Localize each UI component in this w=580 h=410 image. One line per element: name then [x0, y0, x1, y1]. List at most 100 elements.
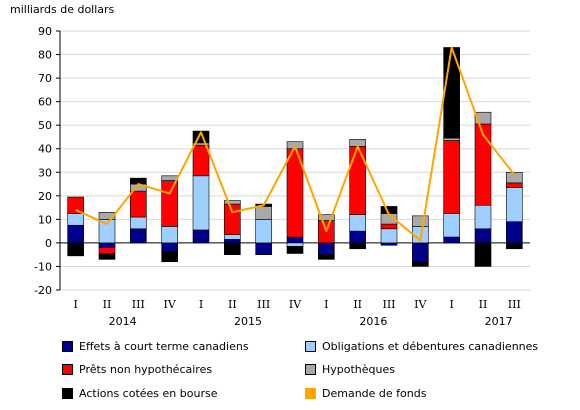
x-tick-label: IV [289, 298, 302, 311]
legend: Effets à court terme canadiens Obligation… [0, 330, 580, 410]
legend-label: Effets à court terme canadiens [79, 340, 249, 353]
bar-segment [224, 234, 241, 240]
bar-segment [349, 214, 366, 232]
bar-segment [506, 182, 523, 188]
bar-segment [318, 254, 335, 260]
bar-segment [67, 196, 84, 214]
x-tick-label: I [449, 298, 453, 311]
bar-segment [67, 213, 84, 226]
legend-item: Actions cotées en bourse [62, 387, 217, 401]
legend-swatch [62, 388, 73, 399]
chart-area: milliards de dollars 90 80 70 60 50 40 30 20 10 0… [10, 3, 530, 328]
legend-swatch [305, 364, 316, 375]
legend-swatch [305, 388, 316, 399]
x-year-label: 2017 [485, 315, 513, 328]
bar-segment [161, 242, 178, 252]
legend-label: Demande de fonds [322, 387, 427, 400]
y-tick-label: 70 [38, 72, 52, 85]
y-tick-label: -20 [34, 284, 52, 297]
bar-segment [192, 144, 210, 177]
bar-segment [67, 224, 84, 244]
bar-segment [349, 242, 366, 250]
bar-segment [130, 228, 147, 244]
bar-segment [443, 140, 460, 214]
legend-item: Demande de fonds [305, 387, 426, 401]
bar-segment [380, 242, 398, 246]
x-tick-label: I [199, 298, 203, 311]
legend-item: Effets à court terme canadiens [62, 340, 249, 354]
bar-segment [192, 130, 210, 144]
y-axis-ticks: 90 80 70 60 50 40 30 20 10 0 -10 -20 [34, 25, 60, 297]
y-tick-label: 60 [38, 96, 52, 109]
bar-segment [98, 242, 116, 248]
x-tick-label: III [257, 298, 270, 311]
y-tick-label: -10 [34, 260, 52, 273]
bar-segment [380, 223, 398, 230]
bar-segment [224, 200, 241, 205]
bar-segment [474, 242, 492, 267]
bar-segment [161, 175, 178, 181]
bar-segment [98, 212, 116, 220]
legend-label: Actions cotées en bourse [79, 387, 218, 400]
bar-segment [412, 261, 429, 267]
x-tick-label: II [103, 298, 112, 311]
bar-segment [443, 137, 460, 141]
bar-segment [506, 187, 523, 223]
bar-segment [130, 190, 147, 218]
legend-item: Prêts non hypothécaires [62, 363, 212, 377]
legend-label: Hypothèques [322, 363, 395, 376]
bar-segment [349, 139, 366, 147]
bar-segment [286, 246, 304, 254]
bar-segment [224, 242, 241, 255]
x-tick-label: I [73, 298, 77, 311]
x-year-label: 2015 [234, 315, 262, 328]
bar-segment [286, 236, 304, 244]
y-tick-label: 20 [38, 190, 52, 203]
bar-segment [161, 250, 178, 263]
bar-segment [286, 242, 304, 247]
legend-swatch [62, 364, 73, 375]
bar-segment [349, 230, 366, 244]
demand-line [75, 46, 516, 242]
y-tick-label: 30 [38, 166, 52, 179]
legend-swatch [305, 341, 316, 352]
x-tick-label: III [508, 298, 521, 311]
y-tick-label: 0 [45, 237, 52, 250]
x-tick-label: IV [414, 298, 427, 311]
bar-segment [443, 236, 460, 244]
bar-segment [412, 215, 429, 227]
legend-item: Obligations et débentures canadiennes [305, 340, 538, 354]
bar-segment [130, 216, 147, 230]
bar-segment [255, 242, 272, 255]
legend-label: Obligations et débentures canadiennes [322, 340, 539, 353]
bar-segment [161, 226, 178, 244]
bar-segment [506, 171, 523, 184]
bar-segment [192, 229, 210, 244]
bar-segment [224, 239, 241, 244]
y-tick-label: 80 [38, 49, 52, 62]
legend-label: Prêts non hypothécaires [79, 363, 213, 376]
bar-segment [161, 180, 178, 227]
bar-segment [380, 228, 398, 244]
bar-segment [443, 213, 460, 238]
bar-segment [474, 111, 492, 125]
bar-segment [98, 247, 116, 254]
bar-segment [318, 242, 335, 255]
bar-segment [506, 242, 523, 250]
y-axis-label: milliards de dollars [10, 3, 115, 16]
x-tick-label: III [382, 298, 395, 311]
x-tick-label: III [132, 298, 145, 311]
bar-segment [255, 206, 272, 220]
bar-segment [67, 242, 84, 257]
x-tick-label: I [324, 298, 328, 311]
y-tick-label: 10 [38, 213, 52, 226]
bar-segment [255, 219, 272, 244]
y-tick-label: 50 [38, 119, 52, 132]
bar-segment [506, 221, 523, 244]
x-year-label: 2014 [109, 315, 137, 328]
bar-segment [98, 253, 116, 260]
x-tick-label: II [228, 298, 237, 311]
x-tick-label: IV [164, 298, 177, 311]
bar-segment [412, 242, 429, 263]
